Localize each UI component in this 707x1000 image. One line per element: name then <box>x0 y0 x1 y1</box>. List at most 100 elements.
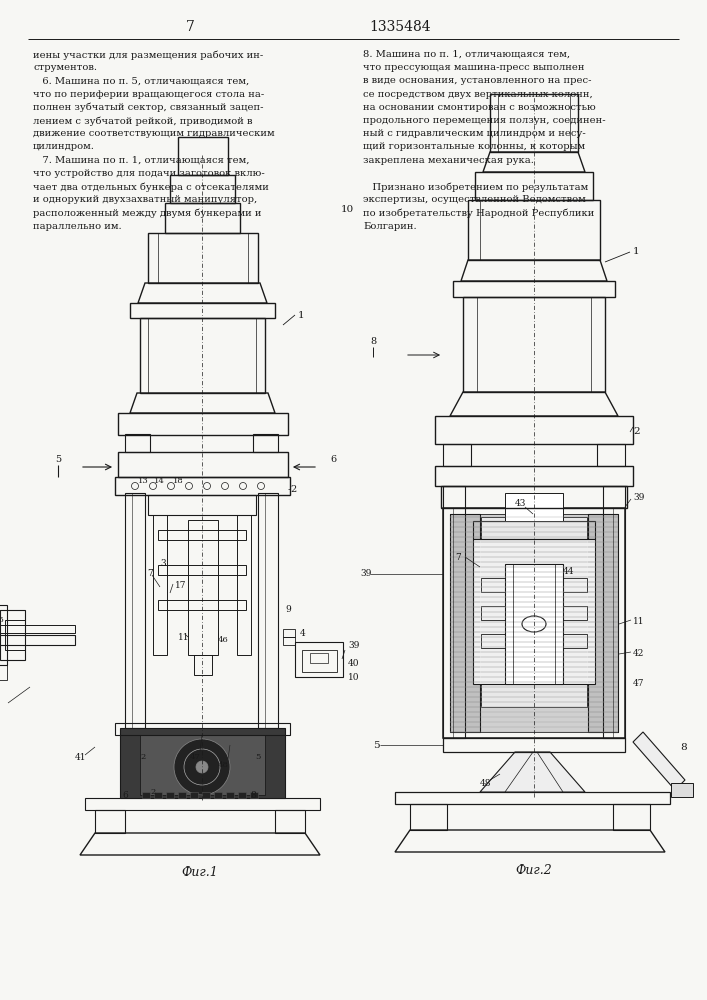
Text: 5: 5 <box>255 753 260 761</box>
Circle shape <box>196 761 208 773</box>
Text: 39: 39 <box>633 492 644 502</box>
Text: 9: 9 <box>285 605 291 614</box>
Text: 48: 48 <box>218 761 229 769</box>
Bar <box>302 650 337 672</box>
Bar <box>435 466 633 486</box>
Bar <box>597 444 625 466</box>
Bar <box>226 792 234 798</box>
Bar <box>310 653 328 663</box>
Text: что по периферии вращающегося стола на-: что по периферии вращающегося стола на- <box>33 90 264 99</box>
Text: 41: 41 <box>75 752 86 762</box>
Bar <box>238 792 246 798</box>
Bar <box>443 508 625 738</box>
Bar <box>588 514 618 732</box>
Bar <box>443 486 465 738</box>
Bar <box>473 521 595 539</box>
Bar <box>148 233 258 283</box>
Bar <box>118 452 288 477</box>
Text: 45: 45 <box>0 616 5 624</box>
Bar <box>468 200 600 260</box>
Bar <box>170 175 235 203</box>
Bar <box>178 137 228 175</box>
Text: цилиндром.: цилиндром. <box>33 142 95 151</box>
Text: полнен зубчатый сектор, связанный зацеп-: полнен зубчатый сектор, связанный зацеп- <box>33 103 264 112</box>
Text: 10: 10 <box>348 672 359 682</box>
Bar <box>158 565 246 575</box>
Circle shape <box>174 739 230 795</box>
Text: 47: 47 <box>633 680 645 688</box>
Bar <box>250 792 258 798</box>
Text: продольного перемещения ползун, соединен-: продольного перемещения ползун, соединен… <box>363 116 606 125</box>
Text: что устройство для подачи заготовок вклю-: что устройство для подачи заготовок вклю… <box>33 169 264 178</box>
Bar <box>588 514 618 732</box>
Text: 6: 6 <box>122 790 128 800</box>
Text: 18: 18 <box>173 477 184 485</box>
Bar <box>237 515 251 655</box>
Bar <box>130 303 275 318</box>
Text: 8: 8 <box>370 338 376 347</box>
Bar <box>481 578 587 592</box>
Text: щий горизонтальные колонны, к которым: щий горизонтальные колонны, к которым <box>363 142 585 151</box>
Bar <box>158 600 246 610</box>
Text: 47: 47 <box>190 753 201 761</box>
Bar <box>202 792 210 798</box>
Text: 6: 6 <box>330 456 336 464</box>
Bar <box>142 792 150 798</box>
Text: 11: 11 <box>633 617 645 626</box>
Text: 42: 42 <box>0 702 1 712</box>
Text: 14: 14 <box>154 477 165 485</box>
Bar <box>0 610 7 680</box>
Text: в виде основания, установленного на прес-: в виде основания, установленного на прес… <box>363 76 592 85</box>
Bar <box>295 642 343 677</box>
Bar <box>258 493 278 728</box>
Text: 11: 11 <box>178 634 189 643</box>
Bar <box>443 738 625 752</box>
Bar <box>125 493 145 728</box>
Bar <box>115 723 290 735</box>
Bar <box>140 318 265 393</box>
Bar <box>481 634 587 648</box>
Text: 5: 5 <box>373 740 380 750</box>
Bar <box>475 172 593 200</box>
Bar <box>194 655 212 675</box>
Text: Болгарин.: Болгарин. <box>363 222 416 231</box>
Bar <box>395 792 670 804</box>
Bar <box>505 564 563 684</box>
Text: лением с зубчатой рейкой, приводимой в: лением с зубчатой рейкой, приводимой в <box>33 116 252 125</box>
Bar <box>85 798 320 810</box>
Bar <box>450 514 618 732</box>
Bar <box>481 606 587 620</box>
Text: 2: 2 <box>140 753 145 761</box>
Text: 6. Машина по п. 5, отличающаяся тем,: 6. Машина по п. 5, отличающаяся тем, <box>33 76 250 85</box>
Bar <box>120 728 285 798</box>
Bar <box>463 297 605 392</box>
Bar <box>118 413 288 435</box>
Bar <box>140 735 265 795</box>
Polygon shape <box>633 732 685 790</box>
Text: и однорукий двухзахватный манипулятор,: и однорукий двухзахватный манипулятор, <box>33 195 257 204</box>
Text: 4: 4 <box>300 630 305 639</box>
Bar <box>441 486 627 508</box>
Text: 2: 2 <box>290 486 296 494</box>
Text: 8: 8 <box>250 790 256 800</box>
Bar <box>435 416 633 444</box>
Text: струментов.: струментов. <box>33 63 97 72</box>
Bar <box>166 792 174 798</box>
Text: расположенный между двумя бункерами и: расположенный между двумя бункерами и <box>33 208 262 218</box>
Text: 1: 1 <box>633 247 640 256</box>
Bar <box>125 434 150 452</box>
Text: 5: 5 <box>55 456 61 464</box>
Text: чает два отдельных бункера с отсекателями: чает два отдельных бункера с отсекателям… <box>33 182 269 192</box>
Bar <box>0 625 75 633</box>
Text: 42: 42 <box>633 650 644 658</box>
Bar <box>443 444 471 466</box>
Text: ный с гидравлическим цилиндром и несу-: ный с гидравлическим цилиндром и несу- <box>363 129 586 138</box>
Bar <box>0 605 7 665</box>
Bar <box>450 514 480 732</box>
Text: 48: 48 <box>480 780 491 788</box>
Text: 7: 7 <box>185 20 194 34</box>
Bar <box>165 203 240 233</box>
Text: 39: 39 <box>360 570 371 578</box>
Text: движение соответствующим гидравлическим: движение соответствующим гидравлическим <box>33 129 274 138</box>
Text: 10: 10 <box>340 206 354 215</box>
